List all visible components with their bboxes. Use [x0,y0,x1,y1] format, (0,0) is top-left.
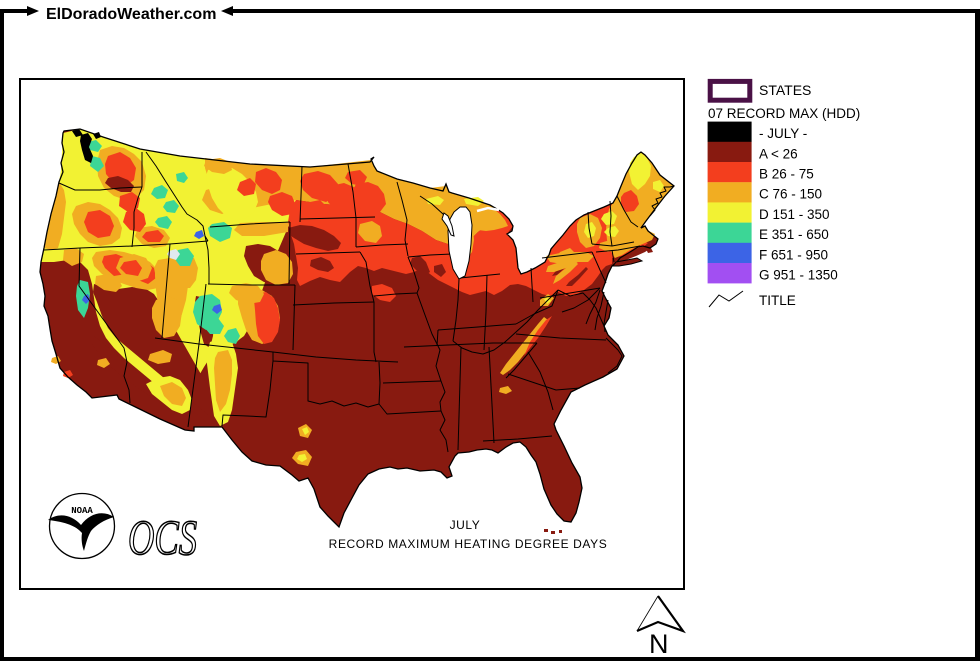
svg-text:NOAA: NOAA [71,506,93,516]
svg-text:E 351 - 650: E 351 - 650 [759,227,829,242]
svg-text:07 RECORD MAX (HDD): 07 RECORD MAX (HDD) [708,106,860,121]
svg-text:D 151 - 350: D 151 - 350 [759,207,830,222]
svg-text:B 26 - 75: B 26 - 75 [759,167,814,182]
svg-text:F 651 - 950: F 651 - 950 [759,247,828,262]
svg-text:G 951 - 1350: G 951 - 1350 [759,268,838,283]
svg-text:RECORD MAXIMUM HEATING DEGREE: RECORD MAXIMUM HEATING DEGREE DAYS [329,537,608,551]
svg-text:TITLE: TITLE [759,293,796,308]
svg-text:JULY: JULY [450,518,481,532]
svg-text:OCS: OCS [128,511,197,566]
svg-text:STATES: STATES [759,82,811,98]
svg-text:N: N [649,629,669,659]
svg-text:A < 26: A < 26 [759,146,798,161]
svg-text:C 76 - 150: C 76 - 150 [759,187,822,202]
svg-text:ElDoradoWeather.com: ElDoradoWeather.com [46,6,216,23]
svg-text:- JULY -: - JULY - [759,126,807,141]
